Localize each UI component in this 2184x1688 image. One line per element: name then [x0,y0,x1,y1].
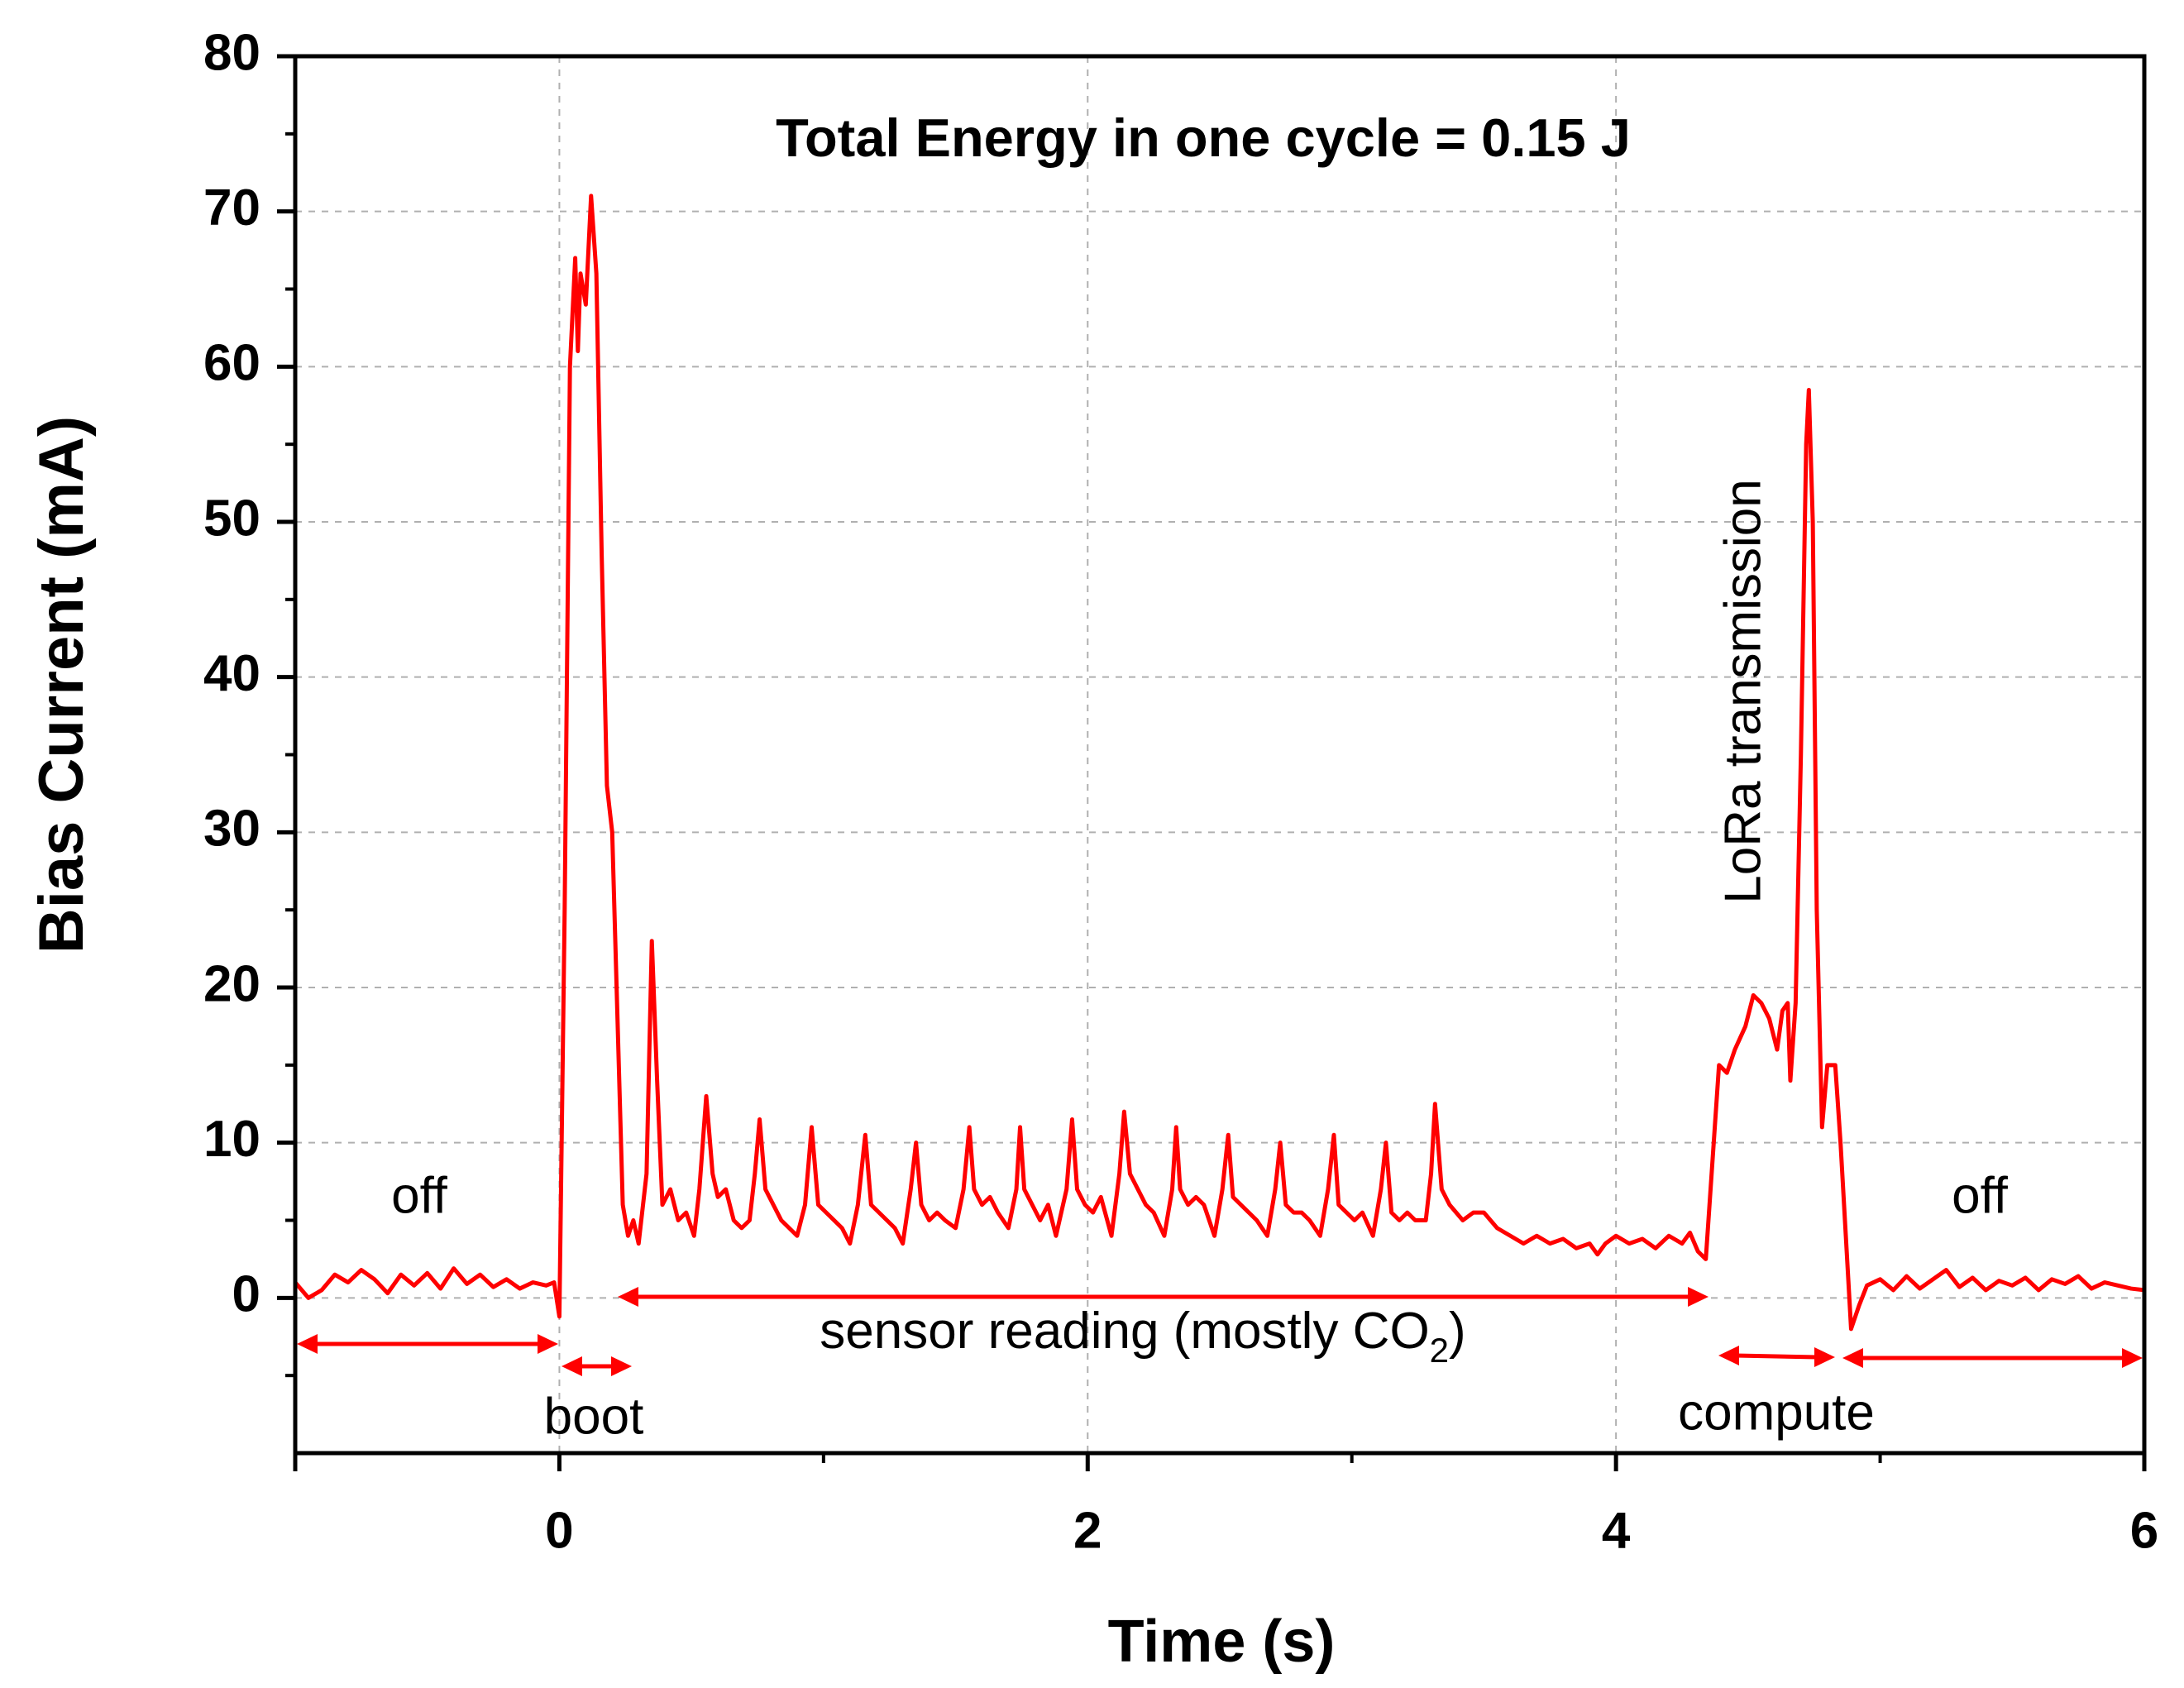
y-axis-title: Bias Current (mA) [26,416,97,954]
arrow-head [1688,1287,1708,1307]
annotation-subscript: 2 [1430,1331,1449,1370]
y-tick-label: 20 [203,955,260,1012]
annotation: compute [1678,1384,1875,1441]
plot-frame [293,54,2147,1456]
annotation: boot [544,1388,644,1445]
arrow-head [538,1334,558,1354]
y-tick-label: 40 [203,645,260,702]
arrow-head [1718,1346,1739,1365]
arrow [1735,1353,1818,1360]
y-tick-label: 80 [203,24,260,81]
y-tick-label: 70 [203,179,260,237]
annotation: LoRa transmission [1714,479,1771,903]
x-tick-label: 2 [1073,1502,1102,1559]
x-tick-label: 6 [2130,1502,2158,1559]
y-tick-label: 30 [203,801,260,858]
grid [295,56,2144,1453]
arrow-head [618,1287,638,1307]
series [295,194,2144,1332]
arrow-head [297,1334,318,1354]
interval-arrows [297,1287,2143,1376]
annotation: sensor reading (mostly CO2) [820,1303,1465,1370]
arrow-head [1814,1347,1835,1367]
x-tick-label: 4 [1602,1502,1631,1559]
y-tick-label: 0 [232,1266,260,1323]
ticks: 0 10 20 30 40 50 60 70 80 0 2 4 6 [203,24,2158,1559]
arrow-head [562,1356,582,1376]
arrow-head [1842,1348,1863,1368]
arrow-head [611,1356,632,1376]
annotation-part: ) [1449,1303,1466,1360]
chart-title: Total Energy in one cycle = 0.15 J [776,108,1631,168]
x-axis-title: Time (s) [1108,1609,1336,1675]
annotation-part: sensor reading (mostly CO [820,1303,1429,1360]
y-tick-label: 50 [203,490,260,547]
annotation: off [391,1167,448,1224]
annotation: off [1952,1167,2009,1224]
y-tick-label: 60 [203,335,260,392]
y-tick-label: 10 [203,1111,260,1168]
data-line [295,194,2144,1332]
arrow-head [2122,1348,2143,1368]
x-tick-label: 0 [545,1502,573,1559]
